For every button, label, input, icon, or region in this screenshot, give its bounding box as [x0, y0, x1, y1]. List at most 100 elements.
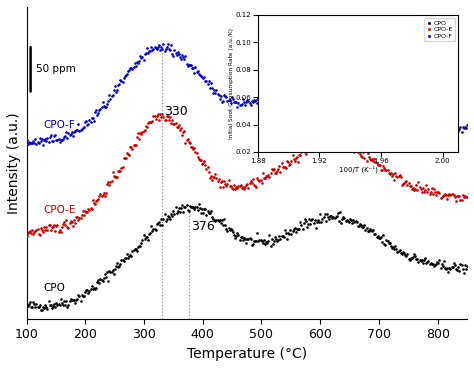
Point — [273, 238, 281, 244]
Point — [362, 227, 369, 233]
Point — [308, 80, 315, 86]
Point — [37, 307, 45, 313]
Point — [447, 266, 454, 272]
Point — [119, 79, 127, 85]
Point — [113, 87, 121, 93]
Point — [268, 236, 275, 242]
Point — [378, 167, 386, 173]
Point — [440, 258, 447, 264]
Point — [443, 265, 451, 271]
Point — [320, 215, 328, 220]
Point — [355, 94, 363, 100]
Point — [341, 83, 348, 89]
Point — [268, 95, 275, 101]
Point — [90, 284, 98, 290]
Point — [66, 132, 73, 138]
Point — [248, 180, 255, 186]
Point — [78, 212, 85, 218]
Point — [122, 155, 130, 161]
Point — [379, 102, 387, 108]
Point — [126, 67, 133, 73]
Point — [343, 217, 350, 223]
Point — [239, 184, 246, 190]
Point — [289, 152, 296, 158]
Point — [73, 127, 80, 133]
Point — [312, 78, 319, 84]
Point — [121, 73, 128, 79]
Point — [146, 119, 154, 125]
Point — [217, 93, 225, 99]
Point — [201, 162, 209, 168]
Point — [76, 293, 83, 299]
Point — [92, 285, 100, 291]
Point — [337, 80, 345, 86]
Point — [106, 92, 113, 98]
Point — [298, 222, 305, 228]
Point — [198, 206, 206, 212]
Point — [213, 87, 220, 93]
Point — [267, 170, 274, 176]
Point — [141, 236, 148, 241]
Point — [228, 185, 236, 191]
Point — [238, 234, 246, 240]
Point — [375, 162, 383, 168]
Point — [142, 50, 149, 56]
Point — [229, 230, 237, 236]
Point — [244, 236, 251, 242]
Point — [334, 210, 342, 216]
Point — [431, 119, 439, 125]
Point — [248, 242, 255, 248]
Point — [153, 46, 161, 52]
Point — [215, 92, 222, 98]
Point — [138, 237, 146, 243]
Point — [417, 111, 425, 117]
Point — [258, 238, 265, 244]
Point — [425, 258, 432, 264]
Point — [402, 252, 410, 258]
Point — [303, 224, 311, 230]
Point — [311, 88, 319, 93]
Point — [92, 107, 100, 113]
Point — [102, 104, 110, 110]
Point — [396, 247, 403, 253]
Point — [116, 263, 123, 269]
Point — [126, 252, 133, 258]
Point — [320, 79, 328, 85]
Point — [430, 186, 438, 192]
Point — [184, 136, 191, 142]
Point — [28, 304, 36, 309]
Point — [136, 58, 143, 64]
Point — [319, 81, 326, 87]
Point — [344, 140, 352, 146]
Point — [225, 225, 232, 231]
Point — [190, 146, 197, 152]
Point — [118, 78, 125, 84]
Point — [46, 134, 54, 140]
Point — [392, 173, 400, 178]
Point — [277, 92, 284, 98]
Point — [381, 165, 388, 171]
Point — [282, 165, 290, 171]
Point — [182, 140, 189, 146]
Point — [321, 211, 328, 217]
Point — [89, 286, 97, 292]
Point — [136, 243, 143, 248]
Point — [359, 224, 367, 230]
Point — [412, 118, 420, 124]
Point — [456, 197, 464, 203]
Point — [207, 208, 215, 214]
Point — [79, 293, 87, 299]
Point — [259, 170, 266, 176]
Point — [175, 51, 182, 57]
Point — [279, 164, 286, 170]
Point — [130, 142, 137, 148]
Point — [178, 202, 186, 208]
Point — [297, 81, 304, 86]
Point — [260, 97, 268, 103]
Point — [378, 97, 386, 103]
Point — [98, 277, 105, 283]
Point — [374, 233, 382, 239]
Point — [397, 174, 405, 180]
Point — [428, 185, 436, 191]
Point — [61, 222, 69, 228]
